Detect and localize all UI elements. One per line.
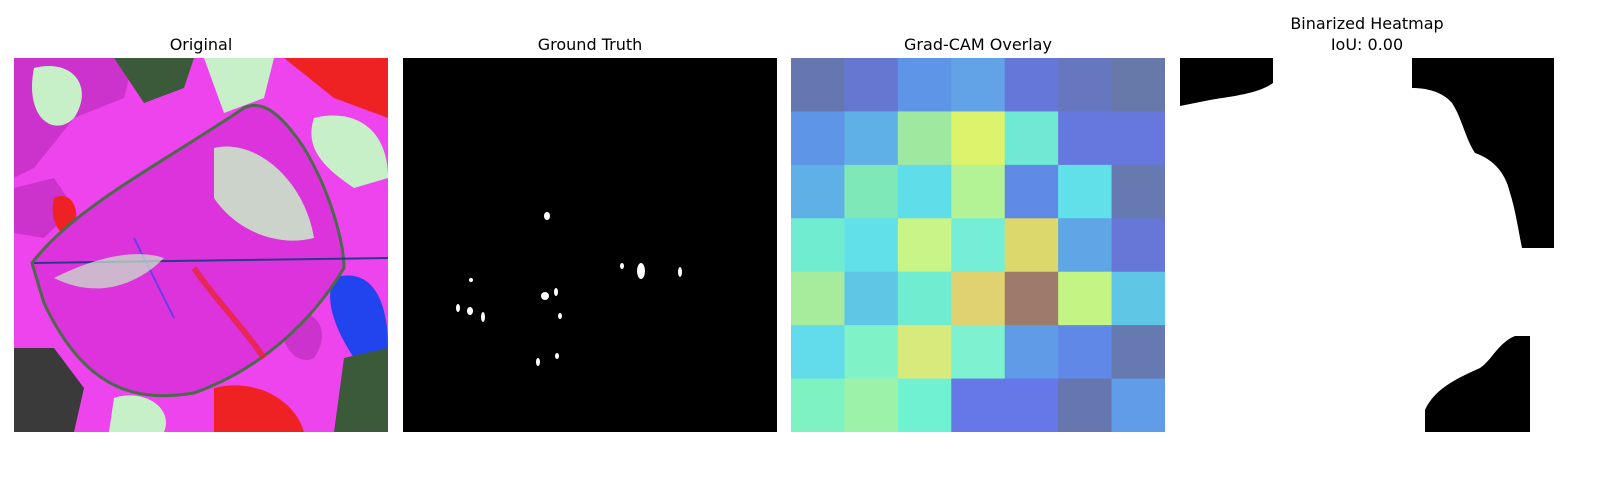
heatmap-cell-r0-c5	[1058, 58, 1113, 112]
heatmap-cell-r5-c6	[1111, 325, 1165, 380]
heatmap-cell-r2-c3	[951, 164, 1006, 219]
heatmap-cell-r0-c1	[844, 58, 899, 112]
heatmap-cell-r3-c6	[1111, 218, 1165, 273]
heatmap-cell-r5-c0	[791, 325, 845, 380]
heatmap-cell-r4-c5	[1058, 271, 1113, 326]
heatmap-cell-r2-c4	[1004, 164, 1059, 219]
heatmap-cell-r1-c1	[844, 111, 899, 166]
heatmap-cell-r4-c4	[1004, 271, 1059, 326]
heatmap-cell-r4-c6	[1111, 271, 1165, 326]
heatmap-cell-r3-c2	[897, 218, 952, 273]
heatmap-cell-r3-c5	[1058, 218, 1113, 273]
iou-label: IoU: 0.00	[1330, 35, 1404, 54]
heatmap-cell-r0-c3	[951, 58, 1006, 112]
heatmap-cell-r2-c2	[897, 164, 952, 219]
gradcam-heatmap	[791, 58, 1165, 432]
binarized-title: Binarized Heatmap IoU: 0.00	[1180, 13, 1554, 55]
heatmap-cell-r4-c0	[791, 271, 845, 326]
heatmap-cell-r3-c0	[791, 218, 845, 273]
heatmap-cell-r6-c1	[844, 378, 899, 432]
heatmap-cell-r3-c1	[844, 218, 899, 273]
heatmap-cell-r5-c2	[897, 325, 952, 380]
binarized-title-line1: Binarized Heatmap	[1290, 14, 1444, 33]
heatmap-cell-r5-c3	[951, 325, 1006, 380]
original-title: Original	[169, 35, 233, 54]
heatmap-cell-r0-c6	[1111, 58, 1165, 112]
heatmap-cell-r1-c6	[1111, 111, 1165, 166]
heatmap-cell-r6-c3	[951, 378, 1006, 432]
original-image	[14, 58, 388, 432]
heatmap-cell-r1-c3	[951, 111, 1006, 166]
ground-truth-mask	[403, 58, 777, 432]
gradcam-title: Grad-CAM Overlay	[904, 35, 1052, 54]
heatmap-cell-r6-c0	[791, 378, 845, 432]
heatmap-cell-r0-c0	[791, 58, 845, 112]
heatmap-cell-r1-c2	[897, 111, 952, 166]
heatmap-cell-r4-c2	[897, 271, 952, 326]
heatmap-cell-r6-c5	[1058, 378, 1113, 432]
heatmap-cell-r3-c4	[1004, 218, 1059, 273]
heatmap-cell-r6-c6	[1111, 378, 1165, 432]
heatmap-cell-r3-c3	[951, 218, 1006, 273]
heatmap-cell-r0-c4	[1004, 58, 1059, 112]
heatmap-cell-r1-c5	[1058, 111, 1113, 166]
heatmap-cell-r5-c1	[844, 325, 899, 380]
heatmap-cell-r1-c4	[1004, 111, 1059, 166]
binarized-heatmap	[1180, 58, 1554, 432]
heatmap-cell-r4-c1	[844, 271, 899, 326]
ground-truth-title: Ground Truth	[537, 35, 643, 54]
heatmap-cell-r6-c4	[1004, 378, 1059, 432]
heatmap-cell-r6-c2	[897, 378, 952, 432]
heatmap-cell-r2-c1	[844, 164, 899, 219]
heatmap-cell-r1-c0	[791, 111, 845, 166]
heatmap-cell-r2-c5	[1058, 164, 1113, 219]
heatmap-cell-r2-c0	[791, 164, 845, 219]
heatmap-cell-r2-c6	[1111, 164, 1165, 219]
heatmap-cell-r4-c3	[951, 271, 1006, 326]
heatmap-cell-r5-c5	[1058, 325, 1113, 380]
heatmap-cell-r0-c2	[897, 58, 952, 112]
heatmap-cell-r5-c4	[1004, 325, 1059, 380]
